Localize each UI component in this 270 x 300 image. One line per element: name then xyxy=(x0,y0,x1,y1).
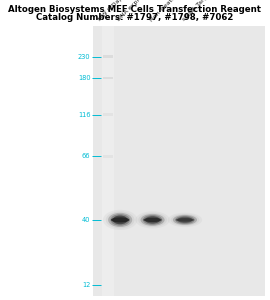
Ellipse shape xyxy=(140,214,165,226)
Text: 12: 12 xyxy=(82,282,90,288)
Text: 180: 180 xyxy=(78,75,90,81)
Ellipse shape xyxy=(111,217,129,223)
Ellipse shape xyxy=(173,215,197,225)
Bar xyxy=(103,77,113,79)
Bar xyxy=(93,26,265,296)
Ellipse shape xyxy=(175,216,195,224)
Ellipse shape xyxy=(168,213,202,227)
Text: Non-Treated Cells: Non-Treated Cells xyxy=(149,0,191,22)
Ellipse shape xyxy=(143,218,162,222)
Bar xyxy=(102,26,114,296)
Ellipse shape xyxy=(113,215,128,224)
Text: siRNA Targeting GAPDH: siRNA Targeting GAPDH xyxy=(181,0,237,22)
Text: DNA expressing GAPDH: DNA expressing GAPDH xyxy=(117,0,173,22)
Text: Catalog Numbers: #1797, #1798, #7062: Catalog Numbers: #1797, #1798, #7062 xyxy=(36,13,234,22)
Text: 230: 230 xyxy=(78,53,90,59)
Bar xyxy=(103,113,113,116)
Bar xyxy=(103,155,113,158)
Text: 40: 40 xyxy=(82,217,90,223)
Ellipse shape xyxy=(110,214,130,226)
Text: 66: 66 xyxy=(82,153,90,159)
Ellipse shape xyxy=(171,214,199,226)
Ellipse shape xyxy=(176,218,194,222)
Text: Altogen Biosystems MEF Cells Transfection Reagent: Altogen Biosystems MEF Cells Transfectio… xyxy=(8,4,262,14)
Text: 116: 116 xyxy=(78,112,90,118)
Ellipse shape xyxy=(177,217,193,223)
Ellipse shape xyxy=(135,211,170,229)
Ellipse shape xyxy=(106,212,134,228)
Ellipse shape xyxy=(138,213,167,227)
Ellipse shape xyxy=(145,216,160,224)
Bar xyxy=(103,55,113,58)
Ellipse shape xyxy=(103,210,137,230)
Ellipse shape xyxy=(143,215,162,225)
Ellipse shape xyxy=(108,213,132,227)
Text: MW (kDa): MW (kDa) xyxy=(98,0,123,22)
